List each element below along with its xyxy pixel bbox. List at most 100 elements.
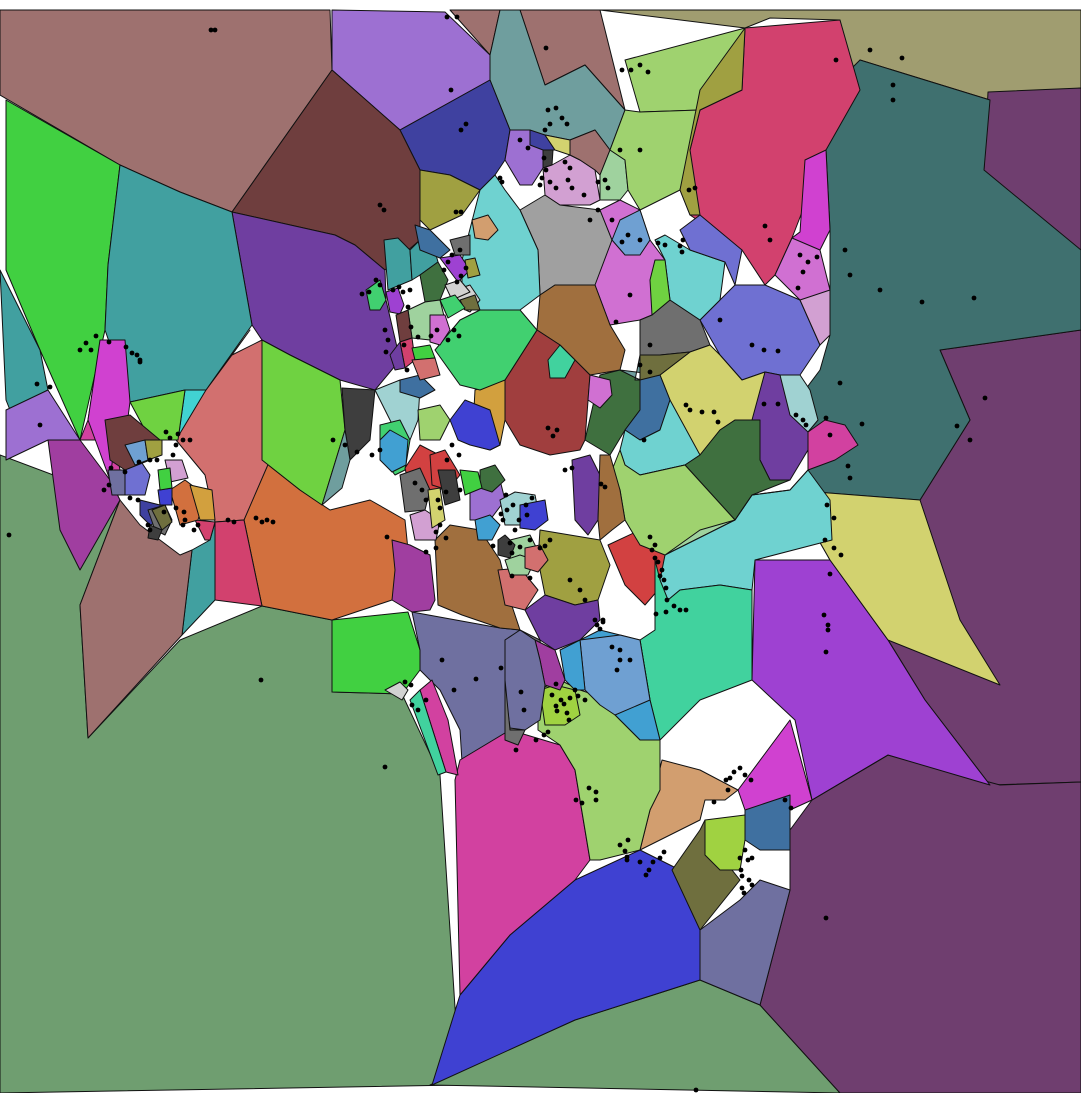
voronoi-site-point [167, 435, 173, 441]
voronoi-site-point [731, 769, 737, 775]
voronoi-site-point [581, 192, 587, 198]
voronoi-site-point [845, 463, 851, 469]
voronoi-site-point [597, 626, 603, 632]
voronoi-site-point [725, 787, 731, 793]
voronoi-site-point [567, 577, 573, 583]
voronoi-site-point [415, 707, 421, 713]
voronoi-cell [414, 224, 451, 259]
voronoi-site-point [847, 475, 853, 481]
voronoi-site-point [564, 121, 570, 127]
voronoi-site-point [547, 121, 553, 127]
voronoi-site-point [622, 848, 628, 854]
voronoi-site-point [617, 657, 623, 663]
voronoi-site-point [686, 187, 692, 193]
voronoi-site-point [135, 497, 141, 503]
voronoi-site-point [175, 431, 181, 437]
voronoi-site-point [270, 519, 276, 525]
voronoi-site-point [543, 45, 549, 51]
voronoi-site-point [373, 277, 379, 283]
voronoi-site-point [423, 697, 429, 703]
voronoi-site-point [401, 342, 407, 348]
voronoi-site-point [473, 676, 479, 682]
voronoi-site-point [518, 689, 524, 695]
voronoi-site-point [409, 702, 415, 708]
voronoi-site-point [264, 517, 270, 523]
voronoi-site-point [877, 287, 883, 293]
voronoi-cell [639, 351, 691, 381]
voronoi-site-point [454, 279, 460, 285]
voronoi-site-point [842, 247, 848, 253]
voronoi-site-point [6, 532, 12, 538]
voronoi-site-point [655, 559, 661, 565]
voronoi-site-point [147, 457, 153, 463]
voronoi-site-point [382, 327, 388, 333]
voronoi-cell [504, 679, 526, 746]
voronoi-site-point [890, 82, 896, 88]
voronoi-site-point [624, 857, 630, 863]
voronoi-site-point [457, 247, 463, 253]
voronoi-site-point [404, 367, 410, 373]
voronoi-cell [151, 504, 173, 531]
voronoi-site-point [567, 165, 573, 171]
voronoi-cell [385, 287, 405, 315]
voronoi-site-point [823, 915, 829, 921]
voronoi-site-point [533, 737, 539, 743]
voronoi-site-point [93, 333, 99, 339]
voronoi-site-point [408, 682, 414, 688]
voronoi-cell [439, 294, 466, 319]
voronoi-site-point [449, 252, 455, 258]
voronoi-site-point [553, 105, 559, 111]
voronoi-site-point [445, 259, 451, 265]
voronoi-site-point [423, 497, 429, 503]
voronoi-site-point [569, 465, 575, 471]
voronoi-cell [79, 499, 193, 739]
voronoi-site-point [163, 429, 169, 435]
voronoi-site-point [738, 867, 744, 873]
voronoi-site-point [847, 272, 853, 278]
voronoi-site-point [613, 319, 619, 325]
voronoi-cell [791, 149, 831, 251]
voronoi-site-point [761, 401, 767, 407]
voronoi-site-point [415, 334, 421, 340]
voronoi-site-point [899, 55, 905, 61]
voronoi-site-point [408, 324, 414, 330]
voronoi-site-point [34, 381, 40, 387]
voronoi-site-point [619, 239, 625, 245]
voronoi-site-point [711, 409, 717, 415]
voronoi-site-point [542, 127, 548, 133]
voronoi-cell [649, 259, 671, 316]
voronoi-site-point [767, 237, 773, 243]
voronoi-site-point [579, 800, 585, 806]
voronoi-site-point [587, 217, 593, 223]
voronoi-site-point [396, 284, 402, 290]
voronoi-site-point [539, 175, 545, 181]
voronoi-site-point [683, 402, 689, 408]
voronoi-site-point [687, 407, 693, 413]
voronoi-site-point [439, 657, 445, 663]
voronoi-cell [524, 544, 549, 573]
voronoi-site-point [407, 287, 413, 293]
voronoi-site-point [805, 259, 811, 265]
voronoi-site-point [562, 159, 568, 165]
voronoi-site-point [569, 185, 575, 191]
voronoi-site-point [463, 265, 469, 271]
voronoi-site-point [554, 708, 560, 714]
voronoi-cell [384, 681, 409, 701]
voronoi-site-point [737, 855, 743, 861]
voronoi-cell [449, 234, 471, 256]
voronoi-cell [379, 429, 409, 473]
voronoi-cell [434, 524, 521, 631]
voronoi-site-point [549, 692, 555, 698]
voronoi-site-point [509, 550, 515, 556]
voronoi-site-point [180, 437, 186, 443]
voronoi-site-point [550, 433, 556, 439]
voronoi-site-point [715, 419, 721, 425]
voronoi-site-point [782, 797, 788, 803]
voronoi-site-point [663, 609, 669, 615]
voronoi-site-point [919, 299, 925, 305]
voronoi-site-point [677, 607, 683, 613]
voronoi-cell [799, 289, 831, 346]
voronoi-cell [5, 389, 81, 461]
voronoi-site-point [617, 647, 623, 653]
voronoi-site-point [498, 665, 504, 671]
